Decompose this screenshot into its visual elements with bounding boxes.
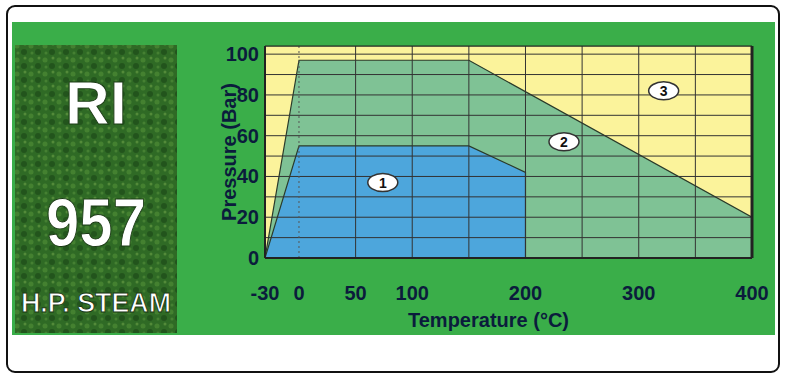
x-tick-label: 200 — [509, 282, 542, 304]
x-tick-label: 0 — [293, 282, 304, 304]
minor-grid-line — [265, 156, 752, 157]
y-axis — [264, 46, 266, 258]
minor-grid-line — [265, 115, 752, 116]
region-area — [265, 146, 525, 258]
frame-top — [265, 46, 752, 47]
grid-line — [265, 54, 752, 55]
title: RI — [65, 68, 127, 137]
grid-line — [355, 46, 356, 258]
minor-grid-line — [695, 46, 696, 258]
region-label: 3 — [660, 83, 668, 99]
minor-grid-line — [582, 46, 583, 258]
region-badge — [549, 133, 579, 151]
minor-grid-line — [265, 74, 752, 75]
grid-line — [265, 176, 752, 177]
grid-line — [265, 46, 266, 258]
grid-line — [265, 135, 752, 136]
y-axis-label: Pressure (Bar) — [218, 83, 240, 221]
y-tick-label: 20 — [237, 206, 259, 228]
x-tick-label: 400 — [735, 282, 768, 304]
y-tick-label: 100 — [226, 43, 259, 65]
y-tick-label: 40 — [237, 165, 259, 187]
chart: RI 957 H.P. STEAM 0 20 40 60 80 100 -30 0 50 100 200 3… — [0, 0, 790, 380]
region-area — [265, 60, 752, 258]
y-tick-label: 80 — [237, 84, 259, 106]
grid-line — [525, 46, 526, 258]
minor-grid-line — [265, 196, 752, 197]
minor-grid-line — [265, 237, 752, 238]
x-axis — [265, 257, 752, 259]
region-label: 2 — [560, 134, 568, 150]
plot-area — [265, 46, 752, 258]
region-label: 1 — [379, 175, 387, 191]
frame-right — [751, 46, 754, 258]
x-axis-label: Temperature (°C) — [408, 309, 569, 331]
title-block — [15, 45, 177, 333]
grid — [265, 46, 752, 258]
grid-line — [638, 46, 639, 258]
x-tick-label: -30 — [251, 282, 280, 304]
x-tick-label: 100 — [396, 282, 429, 304]
x-tick-label: 50 — [344, 282, 366, 304]
region-area — [265, 46, 752, 258]
y-tick-label: 0 — [248, 247, 259, 269]
grid-line — [265, 258, 752, 259]
grid-line — [298, 46, 299, 258]
grid-line — [265, 217, 752, 218]
region-badge — [368, 174, 398, 192]
grid-line — [412, 46, 413, 258]
minor-grid-line — [468, 46, 469, 258]
title: H.P. STEAM — [21, 288, 171, 318]
panel — [12, 22, 775, 335]
y-tick-label: 60 — [237, 125, 259, 147]
frame — [7, 6, 779, 372]
region-badge — [649, 82, 679, 100]
title: 957 — [46, 184, 146, 260]
grid-line — [752, 46, 753, 258]
grid-line — [265, 94, 752, 95]
x-tick-label: 300 — [622, 282, 655, 304]
